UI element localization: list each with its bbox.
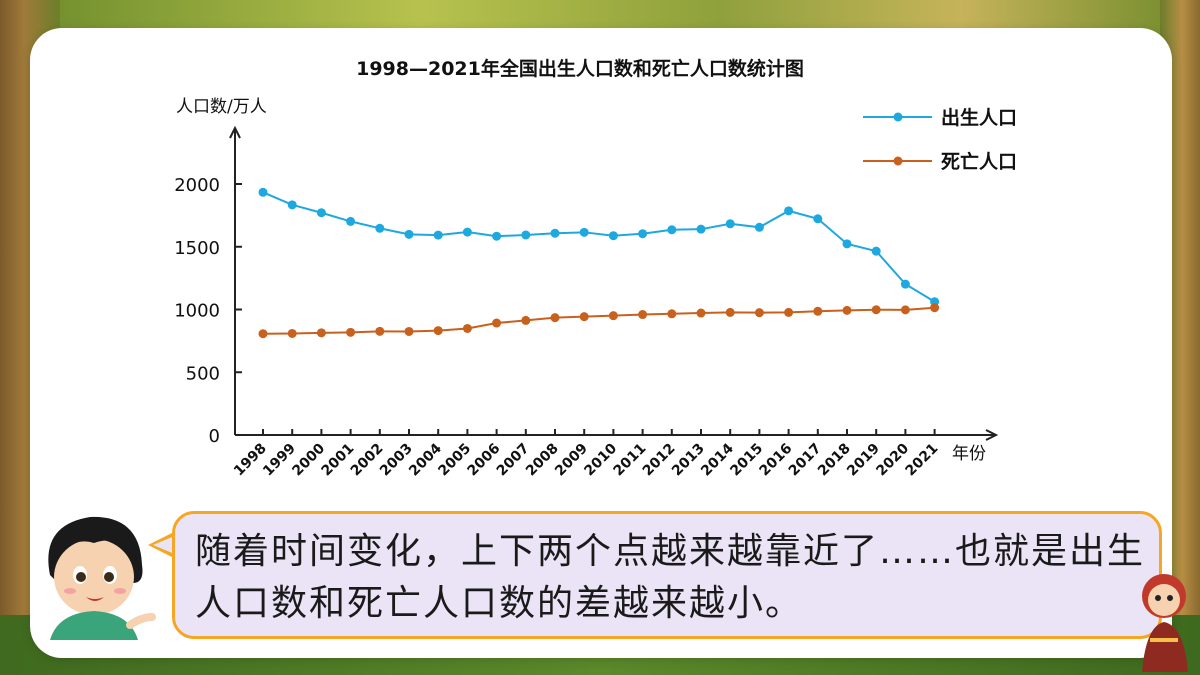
data-point: [346, 327, 356, 337]
data-point: [784, 206, 794, 216]
data-point: [638, 229, 648, 239]
data-point: [433, 326, 443, 336]
x-tick-label: 2019: [844, 441, 883, 480]
x-tick-label: 2004: [406, 440, 445, 479]
x-tick-label: 2015: [727, 441, 766, 480]
data-point: [667, 309, 677, 319]
x-tick-label: 2002: [348, 441, 387, 480]
data-point: [871, 305, 881, 315]
x-tick-label: 2007: [494, 441, 533, 480]
legend-label: 死亡人口: [941, 150, 1017, 173]
data-point: [638, 310, 648, 320]
legend-marker: [893, 156, 903, 166]
data-point: [433, 230, 443, 240]
data-point: [608, 311, 618, 321]
data-point: [725, 307, 735, 317]
y-axis-arrow: [229, 125, 241, 139]
data-point: [667, 225, 677, 235]
axis-ticks: 0500100015002000199819992000200120022003…: [174, 175, 941, 479]
data-point: [404, 326, 414, 336]
speech-text: 随着时间变化，上下两个点越来越靠近了……也就是出生人口数和死亡人口数的差越来越小…: [195, 531, 1146, 624]
series-line-2: [262, 306, 935, 335]
x-tick-label: 2016: [757, 441, 796, 480]
data-point: [492, 231, 502, 241]
data-point: [696, 224, 706, 234]
speech-bubble: 随着时间变化，上下两个点越来越靠近了……也就是出生人口数和死亡人口数的差越来越小…: [172, 511, 1162, 639]
data-point: [725, 219, 735, 229]
y-tick-label: 500: [186, 363, 220, 384]
data-point: [696, 308, 706, 318]
y-tick-label: 0: [209, 426, 220, 447]
data-point: [316, 208, 326, 218]
x-tick-label: 1999: [260, 441, 299, 480]
chart-title: 1998—2021年全国出生人口数和死亡人口数统计图: [356, 57, 804, 80]
x-axis-arrow: [985, 429, 999, 441]
legend-label: 出生人口: [941, 106, 1017, 129]
series-group: [258, 187, 940, 339]
data-point: [550, 228, 560, 238]
data-point: [287, 328, 297, 338]
series-line-1: [262, 191, 936, 303]
x-tick-label: 2006: [465, 441, 504, 480]
axes: [229, 125, 999, 441]
x-tick-label: 1998: [231, 441, 270, 480]
data-point: [346, 216, 356, 226]
data-point: [784, 307, 794, 317]
data-point: [871, 246, 881, 256]
data-point: [930, 303, 940, 313]
x-tick-label: 2011: [611, 441, 650, 480]
data-point: [842, 239, 852, 249]
y-tick-label: 2000: [174, 175, 220, 196]
data-point: [608, 231, 618, 241]
data-point: [900, 305, 910, 315]
x-tick-label: 2012: [640, 441, 679, 480]
data-point: [900, 279, 910, 289]
x-axis-label: 年份: [952, 444, 986, 464]
data-point: [754, 308, 764, 318]
legend-marker: [893, 112, 903, 122]
data-point: [258, 329, 268, 339]
x-tick-label: 2014: [698, 440, 737, 479]
y-tick-label: 1500: [174, 238, 220, 259]
data-point: [579, 312, 589, 322]
x-tick-label: 2018: [815, 441, 854, 480]
data-point: [462, 227, 472, 237]
data-point: [754, 222, 764, 232]
data-point: [287, 200, 297, 210]
y-tick-label: 1000: [174, 301, 220, 322]
x-tick-label: 2017: [786, 441, 825, 480]
data-point: [375, 223, 385, 233]
data-point: [258, 187, 268, 197]
data-point: [316, 328, 326, 338]
x-tick-label: 2010: [581, 440, 620, 479]
data-point: [375, 326, 385, 336]
x-tick-label: 2013: [669, 441, 708, 480]
data-point: [404, 229, 414, 239]
data-point: [842, 305, 852, 315]
data-point: [813, 306, 823, 316]
data-point: [462, 323, 472, 333]
x-tick-label: 2020: [873, 440, 912, 479]
x-tick-label: 2003: [377, 441, 416, 480]
mascot-figure: [1142, 574, 1188, 672]
data-point: [550, 313, 560, 323]
speech-bubble-tail-inner: [153, 535, 177, 555]
x-tick-label: 2008: [523, 441, 562, 480]
data-point: [579, 227, 589, 237]
data-point: [521, 315, 531, 325]
data-point: [813, 214, 823, 224]
x-tick-label: 2009: [552, 441, 591, 480]
y-axis-label: 人口数/万人: [176, 97, 267, 117]
boy-avatar: [48, 516, 156, 640]
x-tick-label: 2021: [903, 441, 942, 480]
x-tick-label: 2000: [289, 440, 328, 479]
x-tick-label: 2001: [319, 441, 358, 480]
data-point: [521, 230, 531, 240]
data-point: [492, 318, 502, 328]
x-tick-label: 2005: [435, 441, 474, 480]
